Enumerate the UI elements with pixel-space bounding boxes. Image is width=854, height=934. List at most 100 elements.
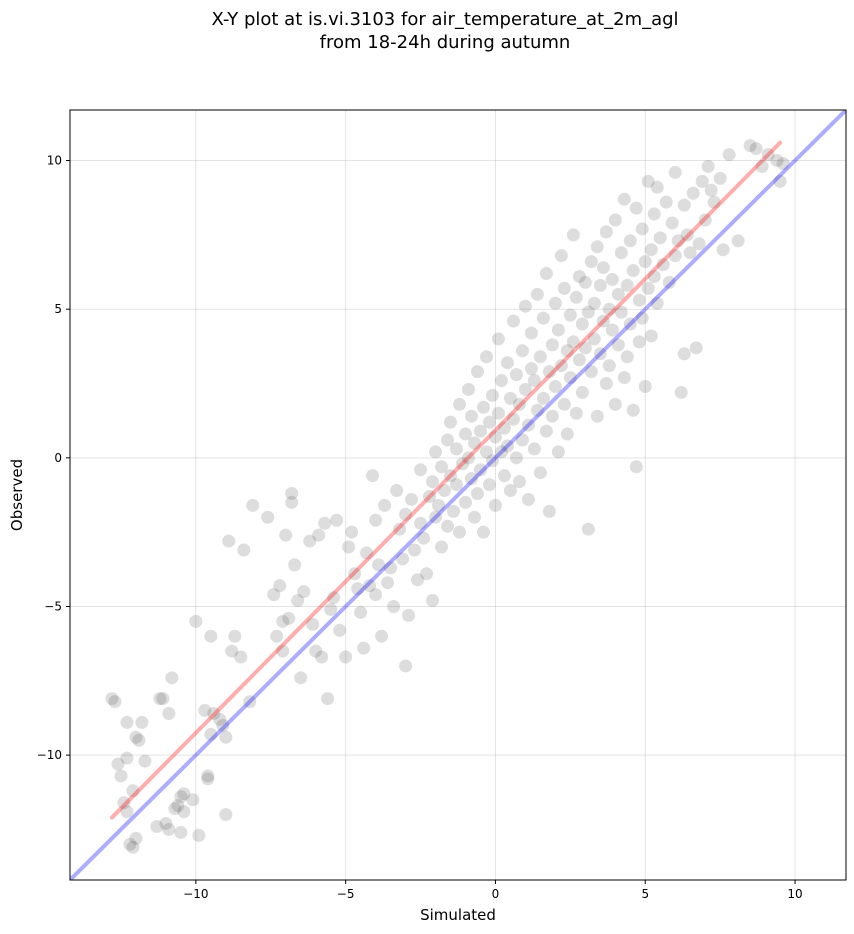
data-point-232 xyxy=(620,278,634,292)
data-point-243 xyxy=(635,311,649,325)
data-point-88 xyxy=(378,498,392,512)
data-point-41 xyxy=(219,730,233,744)
data-point-251 xyxy=(647,269,661,283)
data-point-179 xyxy=(539,267,553,281)
data-point-226 xyxy=(611,287,625,301)
x-tick-label-4: 10 xyxy=(787,887,802,901)
data-point-215 xyxy=(593,347,607,361)
data-point-169 xyxy=(524,326,538,340)
data-point-129 xyxy=(464,409,478,423)
data-point-247 xyxy=(641,281,655,295)
data-point-234 xyxy=(623,234,637,248)
data-point-4 xyxy=(117,796,131,810)
data-point-183 xyxy=(545,409,559,423)
data-point-147 xyxy=(491,332,505,346)
y-tick-label-0: −10 xyxy=(37,748,62,762)
data-point-62 xyxy=(297,585,311,599)
data-point-133 xyxy=(470,365,484,379)
data-point-164 xyxy=(518,299,532,313)
data-point-176 xyxy=(536,391,550,405)
data-point-245 xyxy=(638,379,652,393)
data-point-21 xyxy=(162,707,176,721)
data-point-264 xyxy=(677,347,691,361)
reference-line-1 xyxy=(109,140,783,820)
y-axis-label: Observed xyxy=(8,459,26,531)
data-point-61 xyxy=(294,671,308,685)
data-point-105 xyxy=(423,489,437,503)
data-point-222 xyxy=(605,272,619,286)
data-point-8 xyxy=(123,837,137,851)
reference-lines xyxy=(70,110,846,880)
data-point-0 xyxy=(105,692,119,706)
data-point-23 xyxy=(168,802,182,816)
data-point-127 xyxy=(461,451,475,465)
data-point-210 xyxy=(587,296,601,310)
data-point-255 xyxy=(656,258,670,272)
y-tick-label-4: 10 xyxy=(47,154,62,168)
data-point-173 xyxy=(530,403,544,417)
data-point-196 xyxy=(566,228,580,242)
x-tick-label-1: −5 xyxy=(337,887,355,901)
data-point-52 xyxy=(273,579,287,593)
data-point-221 xyxy=(602,359,616,373)
data-point-231 xyxy=(617,192,631,206)
data-point-150 xyxy=(497,469,511,483)
data-point-85 xyxy=(369,588,383,602)
data-point-198 xyxy=(569,406,583,420)
data-point-120 xyxy=(450,478,464,492)
data-point-204 xyxy=(578,275,592,289)
data-point-106 xyxy=(426,475,440,489)
data-point-68 xyxy=(318,516,332,530)
data-point-153 xyxy=(500,439,514,453)
data-point-48 xyxy=(246,498,260,512)
data-point-156 xyxy=(506,314,520,328)
data-point-103 xyxy=(417,531,431,545)
data-point-18 xyxy=(156,692,170,706)
data-point-178 xyxy=(539,424,553,438)
data-point-70 xyxy=(324,602,338,616)
data-point-79 xyxy=(354,605,368,619)
data-point-253 xyxy=(650,296,664,310)
data-point-109 xyxy=(429,445,443,459)
data-point-277 xyxy=(722,148,736,162)
data-point-271 xyxy=(698,213,712,227)
data-point-50 xyxy=(267,588,281,602)
data-point-165 xyxy=(518,382,532,396)
data-point-139 xyxy=(479,350,493,364)
data-point-7 xyxy=(120,715,134,729)
data-point-280 xyxy=(749,142,763,156)
data-point-270 xyxy=(695,174,709,188)
data-point-91 xyxy=(387,599,401,613)
data-point-187 xyxy=(551,323,565,337)
data-point-161 xyxy=(512,397,526,411)
data-point-227 xyxy=(611,338,625,352)
data-point-56 xyxy=(282,611,296,625)
x-tick-label-3: 5 xyxy=(641,887,649,901)
data-point-256 xyxy=(659,195,673,209)
reference-line-0 xyxy=(70,110,846,880)
data-point-84 xyxy=(369,513,383,527)
data-point-6 xyxy=(120,805,134,819)
data-point-214 xyxy=(593,278,607,292)
data-point-111 xyxy=(435,460,449,474)
data-point-122 xyxy=(452,525,466,539)
data-point-80 xyxy=(357,641,371,655)
data-point-252 xyxy=(650,180,664,194)
data-point-275 xyxy=(713,171,727,185)
data-point-162 xyxy=(515,344,529,358)
data-point-98 xyxy=(405,492,419,506)
data-point-197 xyxy=(566,335,580,349)
data-point-114 xyxy=(441,433,455,447)
x-axis-label: Simulated xyxy=(420,906,496,924)
data-point-121 xyxy=(452,397,466,411)
data-point-134 xyxy=(473,424,487,438)
data-point-257 xyxy=(662,275,676,289)
chart-title-line-1: X-Y plot at is.vi.3103 for air_temperatu… xyxy=(211,9,678,30)
data-point-123 xyxy=(455,457,469,471)
data-point-225 xyxy=(608,397,622,411)
data-point-5 xyxy=(120,751,134,765)
data-point-185 xyxy=(548,379,562,393)
data-point-219 xyxy=(599,225,613,239)
data-point-218 xyxy=(599,377,613,391)
data-point-149 xyxy=(494,374,508,388)
